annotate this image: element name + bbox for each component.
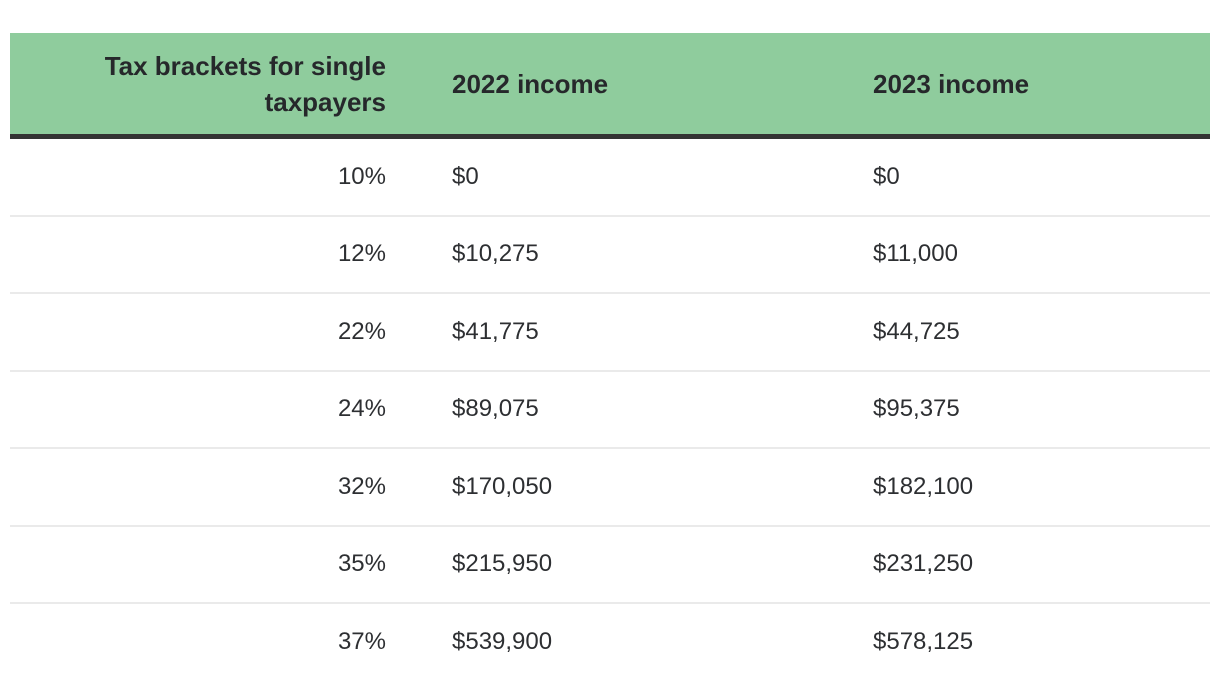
table-header-row: Tax brackets for single taxpayers 2022 i… <box>10 33 1210 139</box>
table-row: 32% $170,050 $182,100 <box>10 448 1210 527</box>
income-2023-cell: $578,125 <box>873 603 1210 680</box>
income-2022-cell: $539,900 <box>386 603 873 680</box>
table-row: 22% $41,775 $44,725 <box>10 293 1210 372</box>
income-2022-cell: $89,075 <box>386 370 873 449</box>
income-2022-cell: $41,775 <box>386 293 873 372</box>
income-2022-cell: $10,275 <box>386 215 873 294</box>
income-2023-cell: $0 <box>873 136 1210 217</box>
table-row: 37% $539,900 $578,125 <box>10 603 1210 680</box>
table-row: 12% $10,275 $11,000 <box>10 215 1210 294</box>
income-2023-cell: $95,375 <box>873 370 1210 449</box>
table-row: 24% $89,075 $95,375 <box>10 370 1210 449</box>
income-2022-cell: $170,050 <box>386 448 873 527</box>
table-row: 10% $0 $0 <box>10 136 1210 217</box>
tax-brackets-table: Tax brackets for single taxpayers 2022 i… <box>10 33 1210 680</box>
bracket-rate-cell: 10% <box>10 136 386 217</box>
header-tax-brackets: Tax brackets for single taxpayers <box>10 33 386 139</box>
income-2023-cell: $182,100 <box>873 448 1210 527</box>
income-2022-cell: $0 <box>386 136 873 217</box>
income-2023-cell: $11,000 <box>873 215 1210 294</box>
table-body: 10% $0 $0 12% $10,275 $11,000 22% $41,77… <box>10 136 1210 680</box>
bracket-rate-cell: 35% <box>10 525 386 604</box>
bracket-rate-cell: 37% <box>10 603 386 680</box>
bracket-rate-cell: 22% <box>10 293 386 372</box>
table-row: 35% $215,950 $231,250 <box>10 525 1210 604</box>
bracket-rate-cell: 24% <box>10 370 386 449</box>
bracket-rate-cell: 32% <box>10 448 386 527</box>
income-2023-cell: $44,725 <box>873 293 1210 372</box>
income-2022-cell: $215,950 <box>386 525 873 604</box>
bracket-rate-cell: 12% <box>10 215 386 294</box>
header-2023-income: 2023 income <box>873 33 1210 139</box>
header-2022-income: 2022 income <box>386 33 873 139</box>
income-2023-cell: $231,250 <box>873 525 1210 604</box>
